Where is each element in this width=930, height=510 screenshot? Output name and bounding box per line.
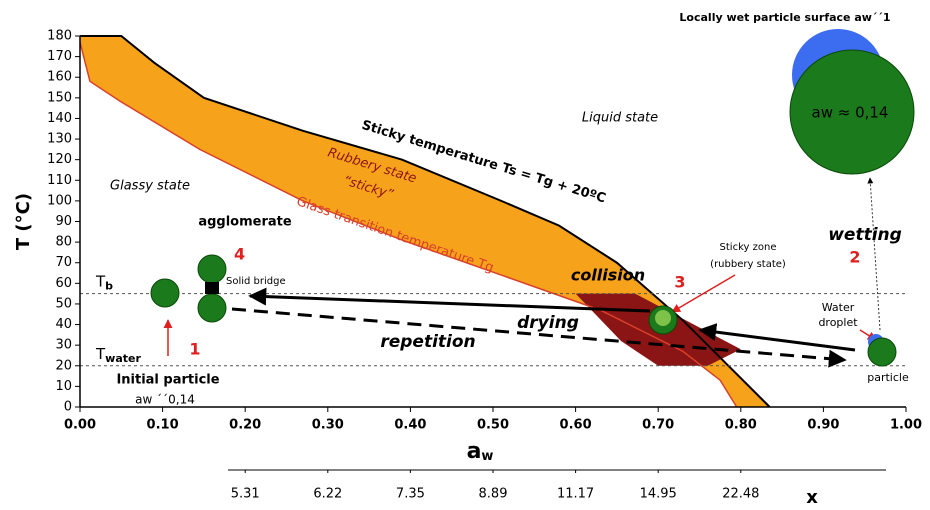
x-tick-label: 0.10	[147, 418, 179, 433]
reference-label-sub: water	[105, 352, 141, 365]
annotation: aw ´´0,14	[135, 393, 195, 407]
particle	[868, 338, 896, 366]
annotation: 1	[189, 340, 200, 359]
y-tick-label: 60	[55, 276, 72, 291]
y-tick-label: 30	[55, 338, 72, 353]
x-axis-title: aw	[467, 439, 494, 464]
y-tick-label: 140	[47, 111, 72, 126]
y-tick-label: 100	[47, 193, 72, 208]
agglomerate-particle	[198, 255, 226, 283]
annotation: aw ≈ 0,14	[812, 104, 889, 122]
x-tick-label: 0.40	[394, 418, 426, 433]
annotation: Water	[822, 301, 855, 314]
y-tick-label: 80	[55, 235, 72, 250]
x2-tick-label: 8.89	[479, 487, 508, 502]
annotation: 4	[234, 245, 245, 264]
reference-label: Twater	[95, 344, 141, 365]
annotation: Glassy state	[110, 179, 190, 194]
annotation: Locally wet particle surface aw´´1	[679, 11, 890, 24]
x2-tick-label: 11.17	[557, 487, 594, 502]
x-tick-label: 0.00	[64, 418, 96, 433]
x-tick-label: 0.60	[560, 418, 592, 433]
reference-label-sub: b	[105, 280, 113, 293]
annotation: droplet	[818, 316, 858, 329]
y-tick-label: 120	[47, 152, 72, 167]
annotation: Sticky zone	[720, 242, 777, 253]
reference-label: Tb	[95, 272, 113, 293]
annotation: (rubbery state)	[710, 259, 786, 270]
x2-tick-label: 5.31	[231, 487, 260, 502]
y-tick-label: 50	[55, 296, 72, 311]
x-axis-title-main: a	[467, 439, 482, 464]
y-tick-label: 150	[47, 90, 72, 105]
y-tick-label: 180	[47, 29, 72, 44]
annotation: Solid bridge	[226, 276, 286, 287]
chart: Tb Twater 0 10 20 30 40 50 60 70 80 90 100 110 120 130 1…	[0, 0, 930, 510]
y-tick-label: 20	[55, 358, 72, 373]
y-tick-label: 0	[64, 400, 72, 415]
annotation: wetting	[828, 225, 902, 245]
wet-spot	[655, 310, 671, 326]
x-tick-label: 0.20	[229, 418, 261, 433]
annotation: repetition	[380, 332, 475, 352]
y-tick-label: 170	[47, 49, 72, 64]
x2-tick-label: 6.22	[313, 487, 342, 502]
annotation: Liquid state	[582, 111, 658, 126]
annotation: drying	[517, 313, 579, 333]
x2-tick-label: 22.48	[722, 487, 759, 502]
x2-axis-title: x	[806, 487, 818, 508]
y-tick-label: 10	[55, 379, 72, 394]
x-axis-title-sub: w	[481, 449, 493, 464]
y-tick-label: 90	[55, 214, 72, 229]
x-tick-label: 1.00	[890, 418, 922, 433]
x2-tick-label: 14.95	[640, 487, 677, 502]
y-tick-label: 70	[55, 255, 72, 270]
annotation: 2	[849, 248, 860, 267]
y-tick-label: 160	[47, 70, 72, 85]
agglomerate-particle	[198, 294, 226, 322]
initial-particle	[151, 279, 179, 307]
y-tick-label: 110	[47, 173, 72, 188]
annotation: agglomerate	[198, 215, 292, 230]
annotation: 3	[674, 273, 685, 292]
solid-bridge	[205, 282, 219, 294]
x-tick-label: 0.80	[725, 418, 757, 433]
y-tick-label: 40	[55, 317, 72, 332]
y-axis-title: T (°C)	[13, 193, 34, 250]
y-tick-label: 130	[47, 132, 72, 147]
annotation: collision	[571, 266, 645, 285]
x-tick-label: 0.30	[312, 418, 344, 433]
wetting-arrow	[870, 178, 880, 330]
annotation: particle	[867, 371, 909, 384]
x-tick-label: 0.70	[642, 418, 674, 433]
x-tick-label: 0.90	[807, 418, 839, 433]
annotation: Initial particle	[116, 373, 219, 388]
x2-tick-label: 7.35	[396, 487, 425, 502]
x-tick-label: 0.50	[477, 418, 509, 433]
